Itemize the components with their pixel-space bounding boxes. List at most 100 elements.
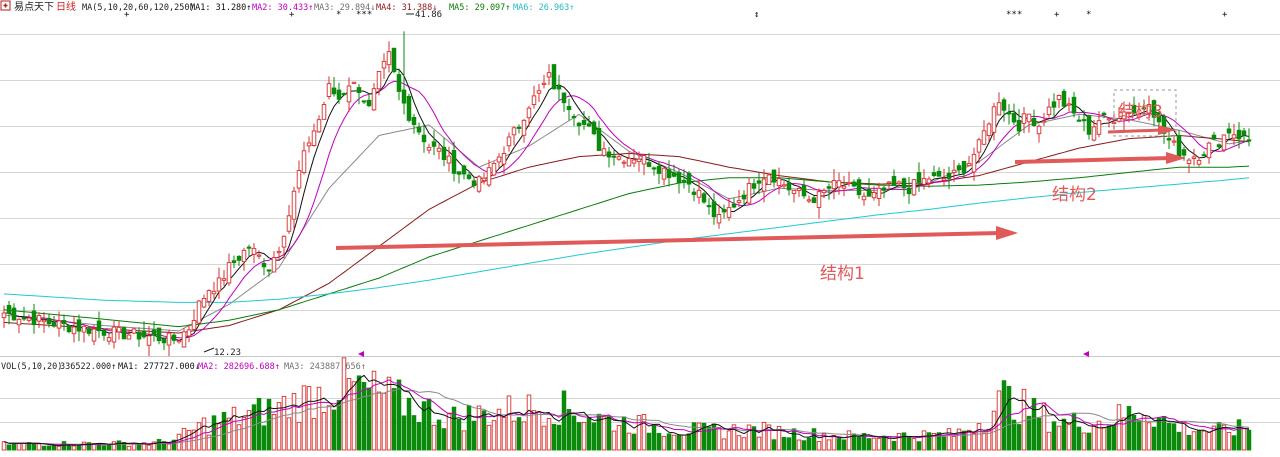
candle-body: [396, 74, 402, 92]
candle-body: [171, 334, 177, 341]
volume-bar: [456, 419, 462, 451]
candle-body: [736, 200, 742, 203]
volume-bar: [376, 391, 382, 451]
volume-bar: [1211, 425, 1217, 451]
event-marker[interactable]: *: [1086, 10, 1091, 20]
volume-bar: [571, 415, 577, 451]
structure1-arrowhead: [996, 226, 1018, 240]
candle-body: [91, 328, 97, 342]
selection-box[interactable]: [1113, 89, 1177, 137]
volume-bar: [1001, 380, 1007, 451]
volume-bar: [916, 441, 922, 451]
candle-body: [781, 184, 787, 187]
candle-body: [661, 167, 667, 180]
candle-body: [751, 183, 757, 189]
event-marker[interactable]: +: [124, 10, 130, 20]
candle-body: [126, 334, 132, 340]
candle-body: [626, 157, 632, 167]
candle-body: [61, 320, 67, 325]
candle-body: [831, 180, 837, 190]
candle-body: [196, 300, 202, 324]
event-marker[interactable]: *: [336, 10, 341, 20]
volume-bar: [1176, 431, 1182, 451]
volume-bar: [481, 410, 487, 451]
volume-bar: [111, 441, 117, 451]
candle-body: [966, 163, 972, 167]
volume-bar: [991, 410, 997, 451]
candle-body: [851, 181, 857, 187]
volume-bar: [556, 424, 562, 451]
candle-body: [1116, 118, 1122, 122]
candle-body: [646, 162, 652, 167]
candle-body: [786, 182, 792, 191]
analyst-annotations[interactable]: 结构1 结构2 结构3: [335, 89, 1186, 284]
volume-bar: [956, 428, 962, 451]
volume-bar: [1101, 426, 1107, 451]
volume-bar: [946, 428, 952, 451]
event-marker[interactable]: ***: [1006, 10, 1022, 20]
volume-bar: [741, 437, 747, 451]
candle-body: [596, 127, 602, 151]
right-range-marker[interactable]: [1083, 351, 1089, 357]
volume-bar: [636, 415, 642, 451]
volume-bar: [781, 436, 787, 451]
event-marker[interactable]: ↕: [754, 10, 759, 20]
structure3-arrow[interactable]: [1107, 128, 1163, 134]
candle-body: [31, 310, 37, 326]
volume-bar: [786, 437, 792, 451]
candle-body: [1021, 113, 1027, 124]
candle-body: [871, 192, 877, 199]
volume-bar: [756, 436, 762, 451]
volume-bar: [331, 409, 337, 451]
candle-body: [531, 95, 537, 106]
volume-bar: [226, 417, 232, 451]
candle-body: [671, 172, 677, 177]
event-marker[interactable]: +: [289, 10, 295, 20]
left-range-marker[interactable]: [358, 351, 364, 357]
volume-bar: [816, 441, 822, 451]
event-marker[interactable]: +: [1054, 10, 1060, 20]
ma-line-ma5: [3, 165, 1250, 328]
event-markers[interactable]: + + * *** ↕ *** + * +: [124, 10, 1228, 20]
volume-header: VOL(5,10,20) 336522.000↑ MA1: 277727.000…: [1, 362, 366, 372]
candle-body: [876, 187, 882, 199]
candle-body: [461, 165, 467, 175]
candle-body: [591, 121, 597, 135]
event-marker[interactable]: ***: [356, 10, 372, 20]
candle-body: [321, 104, 327, 120]
volume-bar: [1116, 404, 1122, 451]
volume-bar: [1041, 402, 1047, 451]
volume-bar: [616, 425, 622, 451]
volume-bar: [1, 441, 7, 451]
candle-body: [51, 322, 57, 327]
candle-body: [711, 201, 717, 218]
volume-bar: [251, 404, 257, 451]
volume-bar: [381, 392, 387, 451]
candle-body: [1031, 117, 1037, 126]
structure1-arrow[interactable]: [335, 231, 1001, 250]
candle-body: [956, 165, 962, 171]
candle-body: [791, 189, 797, 195]
candle-body: [666, 169, 672, 179]
candle-body: [1086, 115, 1092, 135]
candle-body: [866, 188, 872, 197]
candle-body: [796, 187, 802, 191]
candle-body: [141, 330, 147, 338]
candle-body: [1141, 107, 1147, 110]
structure2-arrow[interactable]: [1014, 156, 1171, 164]
candle-body: [266, 269, 272, 272]
volume-bar: [966, 429, 972, 451]
volume-bar: [186, 429, 192, 451]
candle-body: [131, 328, 137, 334]
volume-bar: [721, 438, 727, 451]
candle-body: [341, 93, 347, 96]
volume-bar: [1156, 417, 1162, 451]
volume-bar: [116, 440, 122, 451]
candle-body: [526, 107, 532, 119]
ma3-value: MA3: 29.894↓: [314, 3, 375, 13]
volume-bar: [566, 409, 572, 451]
candle-body: [351, 81, 357, 84]
volume-bar: [1231, 435, 1237, 451]
event-marker[interactable]: +: [1222, 10, 1228, 20]
candle-body: [741, 194, 747, 200]
